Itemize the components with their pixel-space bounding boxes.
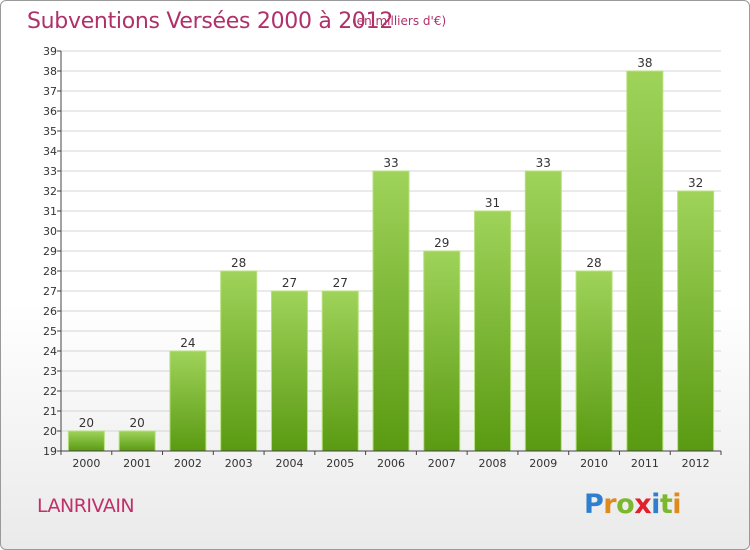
chart-title: Subventions Versées 2000 à 2012: [27, 9, 394, 34]
logo-letter: r: [603, 489, 617, 520]
y-tick-label: 30: [43, 225, 57, 238]
x-tick-label: 2004: [275, 457, 303, 470]
y-tick-label: 27: [43, 285, 57, 298]
y-tick-label: 36: [43, 105, 57, 118]
bar: [220, 270, 258, 452]
y-tick-label: 24: [43, 345, 57, 358]
x-tick-label: 2010: [580, 457, 608, 470]
bar-value-label: 31: [485, 196, 500, 210]
x-tick-label: 2002: [174, 457, 202, 470]
y-tick-label: 25: [43, 325, 57, 338]
y-tick-label: 26: [43, 305, 57, 318]
bar: [474, 210, 512, 452]
bar: [321, 290, 359, 452]
labels: 19 20 21 22 23 24 25 26 27 28 29 30 31 32 33 34 35 36 37 38…: [43, 45, 710, 470]
bar: [626, 70, 664, 452]
bar-value-label: 24: [180, 336, 195, 350]
bar-value-label: 20: [130, 416, 145, 430]
y-tick-label: 19: [43, 445, 57, 458]
bar-value-label: 27: [333, 276, 348, 290]
bar: [270, 290, 308, 452]
y-tick-label: 39: [43, 45, 57, 58]
bar: [118, 430, 156, 452]
x-tick-label: 2007: [428, 457, 456, 470]
logo-letter: i: [651, 489, 660, 520]
y-tick-label: 33: [43, 165, 57, 178]
y-tick-label: 34: [43, 145, 57, 158]
bar: [524, 170, 562, 452]
x-tick-label: 2003: [225, 457, 253, 470]
x-tick-label: 2000: [72, 457, 100, 470]
bar: [169, 350, 207, 452]
y-tick-label: 38: [43, 65, 57, 78]
y-tick-label: 31: [43, 205, 57, 218]
bar-value-label: 38: [637, 56, 652, 70]
y-tick-label: 22: [43, 385, 57, 398]
bar-value-label: 28: [231, 256, 246, 270]
bar-value-label: 32: [688, 176, 703, 190]
x-tick-label: 2012: [682, 457, 710, 470]
proxiti-logo: Proxiti: [584, 489, 682, 520]
commune-name: LANRIVAIN: [37, 495, 135, 517]
y-tick-label: 37: [43, 85, 57, 98]
x-tick-label: 2005: [326, 457, 354, 470]
x-tick-label: 2006: [377, 457, 405, 470]
chart-subtitle: (en milliers d'€): [352, 14, 447, 28]
y-tick-label: 28: [43, 265, 57, 278]
logo-letter: t: [659, 489, 673, 520]
axes: [57, 50, 722, 455]
bar-value-label: 33: [383, 156, 398, 170]
y-tick-label: 35: [43, 125, 57, 138]
bar-value-label: 33: [536, 156, 551, 170]
bar-value-label: 29: [434, 236, 449, 250]
x-tick-label: 2009: [529, 457, 557, 470]
bar-value-label: 20: [79, 416, 94, 430]
bar: [423, 250, 461, 452]
logo-letter: x: [634, 489, 652, 520]
bar: [575, 270, 613, 452]
bars: [67, 70, 715, 452]
bar-value-label: 28: [586, 256, 601, 270]
x-tick-label: 2008: [479, 457, 507, 470]
bar: [372, 170, 410, 452]
bar-value-label: 27: [282, 276, 297, 290]
y-tick-label: 32: [43, 185, 57, 198]
y-tick-label: 23: [43, 365, 57, 378]
y-tick-label: 29: [43, 245, 57, 258]
bar: [677, 190, 715, 452]
logo-letter: i: [672, 489, 682, 520]
logo-letter: P: [584, 489, 604, 520]
bar: [67, 430, 105, 452]
x-tick-label: 2001: [123, 457, 151, 470]
logo-letter: o: [616, 489, 635, 520]
x-tick-label: 2011: [631, 457, 659, 470]
y-tick-label: 20: [43, 425, 57, 438]
y-tick-label: 21: [43, 405, 57, 418]
